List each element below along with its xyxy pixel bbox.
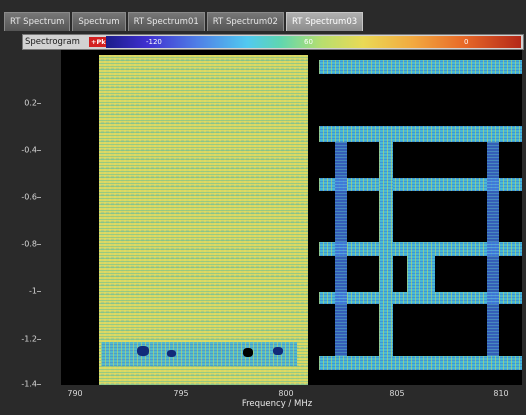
signal-dropout (243, 348, 253, 357)
y-tick-mark (37, 103, 41, 104)
y-tick-mark (37, 339, 41, 340)
tab-rt-spectrum[interactable]: RT Spectrum (4, 12, 71, 31)
y-tick-label: -0.4 (21, 145, 37, 155)
y-tick-label: -0.6 (21, 192, 37, 202)
colorbar-label-min: -120 (146, 38, 162, 46)
horizontal-signal-band (319, 60, 522, 74)
tab-spectrum[interactable]: Spectrum (72, 12, 126, 31)
signal-dropout (273, 347, 283, 355)
signal-dropout (167, 350, 176, 357)
colorbar-label-max: 0 (464, 38, 469, 46)
frequency-axis: 790 795 800 805 810 Frequency / MHz (61, 385, 522, 415)
y-tick-label: -1.4 (21, 379, 37, 389)
tab-rt-spectrum03[interactable]: RT Spectrum03 (285, 12, 364, 31)
burst-band (101, 342, 297, 366)
x-tick-label: 805 (389, 389, 405, 398)
vertical-carrier (335, 142, 347, 356)
vertical-carrier (487, 142, 499, 356)
y-tick-mark (37, 244, 41, 245)
spectrogram-title: Spectrogram (25, 37, 80, 47)
signal-dropout (137, 346, 149, 356)
horizontal-signal-band (319, 292, 522, 304)
y-tick-mark (37, 291, 41, 292)
peak-detector-badge[interactable]: +Pk (89, 37, 108, 47)
vertical-carrier (379, 142, 393, 370)
wideband-signal-region (99, 55, 308, 385)
tab-bar: RT Spectrum Spectrum RT Spectrum01 RT Sp… (4, 12, 364, 32)
x-tick-label: 810 (493, 389, 509, 398)
colorbar-label-mid: 60 (304, 38, 313, 46)
spectrogram-header: Spectrogram +Pk -120 60 0 (22, 34, 524, 50)
x-axis-title: Frequency / MHz (241, 399, 313, 409)
y-tick-label: -1.2 (21, 334, 37, 344)
x-tick-label: 790 (67, 389, 83, 398)
y-tick-label: -0.8 (21, 239, 37, 249)
spectrogram-plot[interactable] (61, 50, 522, 385)
color-scale-bar: -120 60 0 (106, 36, 521, 48)
horizontal-signal-band (319, 126, 522, 142)
x-tick-label: 800 (278, 389, 294, 398)
tab-rt-spectrum01[interactable]: RT Spectrum01 (127, 12, 205, 31)
horizontal-signal-band (319, 242, 522, 256)
horizontal-signal-band (319, 178, 522, 191)
time-axis: 0.2 -0.4 -0.6 -0.8 -1 -1.2 -1.4 (0, 50, 61, 389)
x-tick-label: 795 (173, 389, 189, 398)
y-tick-label: -1 (29, 286, 37, 296)
y-tick-mark (37, 384, 41, 385)
tab-rt-spectrum02[interactable]: RT Spectrum02 (206, 12, 284, 31)
y-tick-mark (37, 150, 41, 151)
horizontal-signal-band (319, 356, 522, 370)
y-tick-label: 0.2 (24, 98, 37, 108)
signal-block (407, 256, 435, 292)
y-tick-mark (37, 197, 41, 198)
